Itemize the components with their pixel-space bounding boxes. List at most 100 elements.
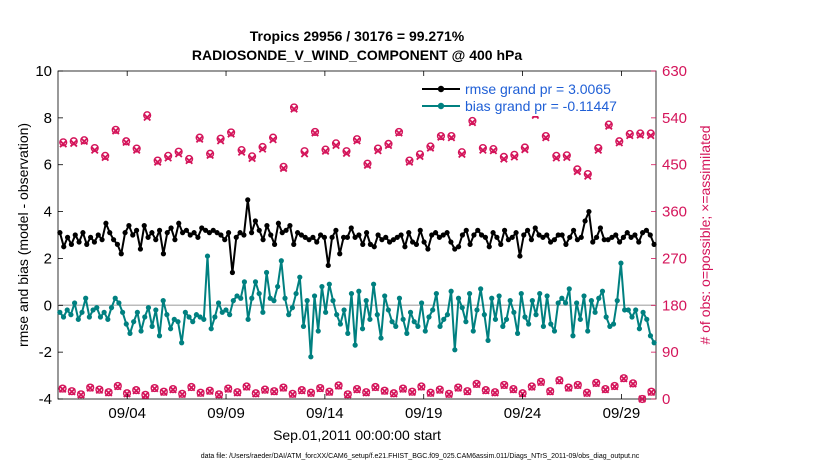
rmse-point bbox=[371, 244, 377, 250]
rmse-point bbox=[643, 227, 650, 233]
bias-point bbox=[164, 312, 170, 318]
rmse-point bbox=[118, 251, 124, 257]
bias-point bbox=[223, 307, 229, 313]
bias-point bbox=[234, 293, 240, 299]
obs-possible-bottom-marker bbox=[58, 384, 67, 393]
bias-point bbox=[238, 295, 244, 301]
y-left-tick-label: 0 bbox=[44, 297, 52, 314]
rmse-point bbox=[551, 237, 558, 243]
rmse-point bbox=[590, 239, 596, 245]
obs-possible-top-marker bbox=[216, 134, 225, 143]
obs-possible-bottom-marker bbox=[628, 379, 638, 388]
bias-point bbox=[489, 295, 495, 301]
obs-assimilated-bottom-marker bbox=[307, 389, 315, 398]
obs-assimilated-bottom-marker bbox=[261, 386, 269, 394]
rmse-point bbox=[302, 234, 308, 240]
rmse-point bbox=[498, 241, 504, 247]
rmse-point bbox=[229, 269, 236, 276]
obs-assimilated-top-marker bbox=[604, 122, 613, 131]
obs-assimilated-bottom-marker bbox=[316, 384, 325, 393]
y-left-tick-label: -4 bbox=[39, 391, 52, 408]
bias-point bbox=[378, 335, 384, 341]
obs-possible-bottom-marker bbox=[86, 383, 95, 392]
obs-assimilated-bottom-marker bbox=[178, 390, 187, 399]
obs-possible-top-marker bbox=[583, 169, 592, 179]
rmse-point bbox=[271, 241, 278, 247]
obs-possible-top-marker bbox=[227, 128, 236, 137]
bias-point bbox=[618, 260, 624, 266]
obs-assimilated-top-marker bbox=[468, 118, 477, 127]
rmse-point bbox=[567, 234, 573, 240]
rmse-point bbox=[130, 232, 136, 238]
rmse-point bbox=[84, 241, 90, 247]
data-file-footnote: data file: /Users/raeder/DAI/ATM_forcXX/… bbox=[201, 453, 640, 460]
obs-assimilated-bottom-marker bbox=[601, 385, 610, 394]
obs-possible-top-marker bbox=[101, 151, 110, 160]
bias-point bbox=[156, 333, 163, 339]
obs-possible-bottom-marker bbox=[104, 388, 113, 397]
bias-point bbox=[415, 323, 421, 329]
bias-point bbox=[441, 316, 447, 322]
bias-point bbox=[263, 269, 270, 276]
bias-point bbox=[426, 314, 432, 320]
rmse-point bbox=[536, 232, 542, 238]
bias-point bbox=[334, 312, 340, 318]
bias-point bbox=[385, 307, 391, 313]
rmse-point bbox=[505, 237, 512, 243]
obs-assimilated-top-marker bbox=[562, 153, 571, 162]
obs-assimilated-top-marker bbox=[552, 154, 561, 162]
obs-assimilated-top-marker bbox=[384, 141, 393, 150]
obs-possible-bottom-marker bbox=[362, 388, 371, 397]
bias-point bbox=[315, 328, 321, 334]
bias-point bbox=[201, 316, 207, 322]
obs-possible-bottom-marker bbox=[205, 386, 214, 395]
obs-possible-top-marker bbox=[394, 127, 404, 137]
rmse-point bbox=[168, 225, 174, 231]
obs-assimilated-bottom-marker bbox=[123, 389, 131, 398]
rmse-point bbox=[95, 232, 101, 238]
obs-possible-bottom-marker bbox=[306, 388, 316, 397]
series-lines bbox=[57, 197, 657, 360]
bias-point bbox=[437, 323, 443, 329]
obs-assimilated-top-marker bbox=[216, 136, 225, 145]
x-tick-label: 09/04 bbox=[108, 405, 146, 422]
rmse-point bbox=[547, 239, 554, 245]
rmse-point bbox=[363, 230, 370, 236]
obs-possible-bottom-marker bbox=[270, 387, 279, 396]
obs-assimilated-bottom-marker bbox=[169, 385, 177, 394]
bias-point bbox=[625, 307, 631, 313]
y-right-tick-label: 270 bbox=[662, 250, 687, 267]
rmse-point bbox=[141, 223, 147, 229]
bias-point bbox=[289, 305, 296, 311]
bias-point bbox=[175, 319, 181, 325]
bias-point bbox=[607, 323, 613, 329]
bias-point bbox=[68, 312, 74, 318]
axes-ticks: 09/04 09/09 09/14 09/19 09/24 09/29 -4 -2 0 2 4 6 8 1… bbox=[35, 63, 687, 422]
obs-possible-bottom-marker bbox=[187, 382, 196, 392]
obs-assimilated-bottom-marker bbox=[371, 383, 380, 392]
rmse-point bbox=[61, 244, 67, 250]
bias-point bbox=[485, 337, 491, 344]
bias-point bbox=[592, 309, 598, 315]
obs-possible-top-marker bbox=[132, 144, 141, 153]
obs-assimilated-top-marker bbox=[646, 131, 655, 140]
obs-assimilated-top-marker bbox=[258, 145, 267, 153]
obs-possible-bottom-marker bbox=[159, 387, 168, 396]
obs-assimilated-top-marker bbox=[500, 155, 508, 163]
rmse-point bbox=[348, 225, 354, 231]
bias-point bbox=[256, 290, 262, 297]
obs-possible-bottom-marker bbox=[95, 385, 104, 394]
obs-assimilated-bottom-marker bbox=[141, 391, 150, 400]
obs-assimilated-bottom-marker bbox=[647, 388, 656, 397]
rmse-point bbox=[287, 223, 293, 229]
obs-assimilated-top-marker bbox=[132, 146, 141, 154]
rmse-point bbox=[294, 230, 301, 236]
rmse-point bbox=[544, 232, 550, 238]
bias-point bbox=[193, 312, 200, 318]
obs-assimilated-bottom-marker bbox=[205, 387, 214, 396]
rmse-point bbox=[636, 239, 642, 245]
bias-point bbox=[629, 314, 635, 320]
obs-assimilated-top-marker bbox=[374, 146, 382, 155]
rmse-point bbox=[283, 227, 289, 233]
bias-point bbox=[522, 314, 528, 320]
